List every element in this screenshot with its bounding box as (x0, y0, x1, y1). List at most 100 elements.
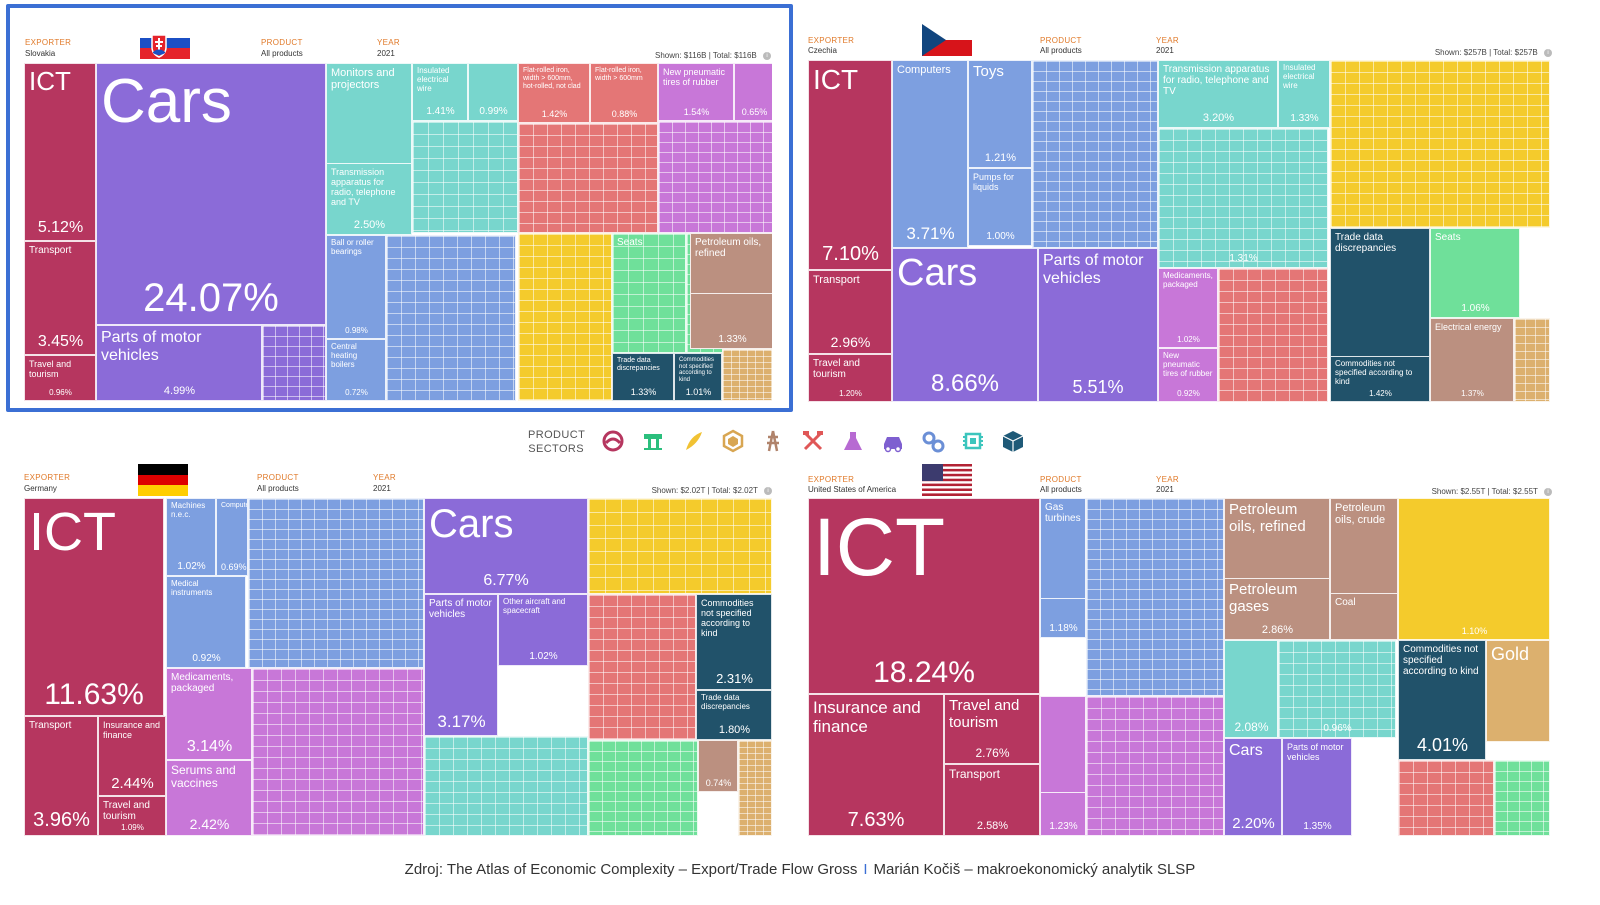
treemap-cell-ict[interactable]: ICT 11.63% (24, 498, 164, 716)
exporter-value[interactable]: Slovakia (25, 49, 56, 58)
treemap-cell-insurance-and-finance[interactable]: Insurance and finance 7.63% (808, 694, 944, 836)
treemap-cell-agriculture[interactable]: 1.10% (1398, 498, 1550, 640)
treemap-cell-computers[interactable]: Computers 3.71% (892, 60, 968, 248)
treemap-cell-machinery[interactable]: 1.18% (1040, 598, 1086, 638)
machinery-icon[interactable] (920, 428, 946, 454)
treemap-cell-electronics[interactable]: 0.96% (1278, 640, 1396, 738)
treemap-cell-transmission-apparatus-for-radio-telephone-and-tv[interactable]: Transmission apparatus for radio, teleph… (326, 163, 412, 235)
treemap-cell-insulated-electrical-wire[interactable]: Insulated electrical wire 1.41% (412, 63, 468, 121)
treemap-cell-commodities-not-specified-according-to-kind[interactable]: Commodities not specified according to k… (674, 353, 722, 401)
treemap-panel-germany[interactable]: EXPORTER Germany PRODUCT All products YE… (10, 444, 790, 844)
electronics-icon[interactable] (960, 428, 986, 454)
treemap-cell-transport[interactable]: Transport 3.45% (24, 241, 96, 355)
treemap-cell-insulated-electrical-wire[interactable]: Insulated electrical wire 1.33% (1278, 60, 1330, 128)
treemap-cell-metals[interactable] (1398, 760, 1494, 836)
year-value[interactable]: 2021 (1156, 46, 1174, 55)
treemap-cell-textiles[interactable] (1494, 760, 1550, 836)
product-value[interactable]: All products (257, 484, 299, 493)
treemap-cell-metals[interactable] (1218, 268, 1328, 402)
treemap-cell-new-pneumatic-tires-of-rubber[interactable]: New pneumatic tires of rubber 1.54% (658, 63, 734, 121)
treemap-cell-travel-and-tourism[interactable]: Travel and tourism 0.96% (24, 355, 96, 401)
exporter-value[interactable]: United States of America (808, 485, 897, 494)
treemap-cell-trade-data-discrepancies[interactable]: Trade data discrepancies 1.80% (696, 690, 772, 740)
treemap-cell-metals[interactable] (518, 123, 658, 233)
product-value[interactable]: All products (1040, 46, 1082, 55)
treemap-cell-cars[interactable]: Cars 24.07% (96, 63, 326, 325)
treemap-cell-ict[interactable]: ICT 18.24% (808, 498, 1040, 694)
year-value[interactable]: 2021 (373, 484, 391, 493)
treemap-cell-agriculture[interactable] (588, 498, 772, 594)
treemap-cell-central-heating-boilers[interactable]: Central heating boilers 0.72% (326, 339, 386, 401)
treemap-cell-electronics[interactable] (424, 736, 588, 836)
treemap-cell-parts-of-motor-vehicles[interactable]: Parts of motor vehicles 1.35% (1282, 738, 1352, 836)
minerals-icon[interactable] (760, 428, 786, 454)
info-icon[interactable]: i (764, 486, 772, 495)
treemap-cell-seats[interactable]: Seats (612, 233, 686, 353)
treemap-cell-stone[interactable] (722, 349, 772, 401)
treemap-cell-cars[interactable]: Cars 8.66% (892, 248, 1038, 402)
treemap-cell-commodities-not-specified-according-to-kind[interactable]: Commodities not specified according to k… (1398, 640, 1486, 760)
treemap-cell-petroleum-gases[interactable]: Petroleum gases 2.86% (1224, 578, 1330, 640)
treemap-cell-parts-of-motor-vehicles[interactable]: Parts of motor vehicles 4.99% (96, 325, 262, 401)
treemap-cell-minerals[interactable]: 0.74% (698, 740, 738, 792)
info-icon[interactable]: i (1544, 48, 1552, 57)
agriculture-icon[interactable] (680, 428, 706, 454)
treemap-cell-chemicals[interactable]: 1.23% (1040, 792, 1086, 836)
treemap-cell-gold[interactable]: Gold (1486, 640, 1550, 742)
treemap-cell-cars[interactable]: Cars 6.77% (424, 498, 588, 594)
treemap-cell-serums-and-vaccines[interactable]: Serums and vaccines 2.42% (166, 760, 252, 836)
treemap-cell-transmission-apparatus-for-radio-telephone-and-tv[interactable]: Transmission apparatus for radio, teleph… (1158, 60, 1278, 128)
treemap-cell-pumps-for-liquids[interactable]: Pumps for liquids 1.00% (968, 168, 1032, 246)
treemap-cell-electrical-energy[interactable]: Electrical energy 1.37% (1430, 318, 1514, 402)
treemap-cell-travel-and-tourism[interactable]: Travel and tourism 1.20% (808, 354, 892, 402)
treemap-cell-electronics[interactable] (412, 121, 518, 233)
exporter-value[interactable]: Germany (24, 484, 57, 493)
treemap-cell-machines-n-e-c[interactable]: Machines n.e.c. 1.02% (166, 498, 216, 576)
treemap-cell-seats[interactable]: Seats 1.06% (1430, 228, 1520, 318)
services-icon[interactable] (600, 428, 626, 454)
treemap-cell-minerals[interactable]: 1.33% (690, 293, 772, 349)
vehicles-icon[interactable] (880, 428, 906, 454)
chemicals-icon[interactable] (840, 428, 866, 454)
treemap-cell-medicaments-packaged[interactable]: Medicaments, packaged 3.14% (166, 668, 252, 760)
treemap-cell-flat-rolled-iron-width-600mm-hot-rolled-not-clad[interactable]: Flat-rolled iron, width > 600mm, hot-rol… (518, 63, 590, 123)
treemap-cell-transport[interactable]: Transport 2.58% (944, 764, 1040, 836)
treemap-cell-chemicals[interactable]: 0.65% (734, 63, 772, 121)
treemap-cell-ict[interactable]: ICT 5.12% (24, 63, 96, 241)
treemap-panel-slovakia[interactable]: EXPORTER Slovakia PRODUCT All products Y… (6, 4, 793, 412)
treemap-cell-transport[interactable]: Transport 2.96% (808, 270, 892, 354)
treemap-cell-stone[interactable] (1514, 318, 1550, 402)
treemap-cell-agriculture[interactable] (1330, 60, 1550, 228)
treemap-cell-flat-rolled-iron-width-600mm[interactable]: Flat-rolled iron, width > 600mm 0.88% (590, 63, 658, 123)
info-icon[interactable]: i (763, 51, 771, 60)
treemap-cell-commodities-not-specified-according-to-kind[interactable]: Commodities not specified according to k… (696, 594, 772, 690)
product-value[interactable]: All products (261, 49, 303, 58)
treemap-cell-toys[interactable]: Toys 1.21% (968, 60, 1032, 168)
treemap-cell-travel-and-tourism[interactable]: Travel and tourism 2.76% (944, 694, 1040, 764)
treemap-cell-medicaments-packaged[interactable]: Medicaments, packaged 1.02% (1158, 268, 1218, 348)
treemap-cell-other-aircraft-and-spacecraft[interactable]: Other aircraft and spacecraft 1.02% (498, 594, 588, 666)
year-value[interactable]: 2021 (377, 49, 395, 58)
treemap-cell-stone[interactable] (738, 740, 772, 836)
treemap-cell-chemicals[interactable] (252, 668, 424, 836)
treemap-cell-commodities-not-specified-according-to-kind[interactable]: Commodities not specified according to k… (1330, 356, 1430, 402)
treemap-cell-new-pneumatic-tires-of-rubber[interactable]: New pneumatic tires of rubber 0.92% (1158, 348, 1218, 402)
treemap-cell-transport[interactable]: Transport 3.96% (24, 716, 98, 836)
treemap-cell-electronics[interactable]: 2.08% (1224, 640, 1278, 738)
treemap-cell-machinery[interactable] (1086, 498, 1224, 696)
other-icon[interactable] (1000, 428, 1026, 454)
treemap-cell-trade-data-discrepancies[interactable]: Trade data discrepancies 1.33% (612, 353, 674, 401)
exporter-value[interactable]: Czechia (808, 46, 837, 55)
product-value[interactable]: All products (1040, 485, 1082, 494)
treemap-cell-textiles[interactable] (588, 740, 698, 836)
info-icon[interactable]: i (1544, 487, 1552, 496)
treemap-cell-ict[interactable]: ICT 7.10% (808, 60, 892, 270)
treemap-cell-agriculture[interactable] (518, 233, 612, 401)
treemap-cell-electronics[interactable]: 1.31% (1158, 128, 1328, 268)
treemap-cell-ball-or-roller-bearings[interactable]: Ball or roller bearings 0.98% (326, 235, 386, 339)
treemap-cell-metals[interactable] (588, 594, 696, 740)
year-value[interactable]: 2021 (1156, 485, 1174, 494)
treemap-cell-parts-of-motor-vehicles[interactable]: Parts of motor vehicles 3.17% (424, 594, 498, 736)
textiles-icon[interactable] (640, 428, 666, 454)
treemap-cell-cars[interactable]: Cars 2.20% (1224, 738, 1282, 836)
